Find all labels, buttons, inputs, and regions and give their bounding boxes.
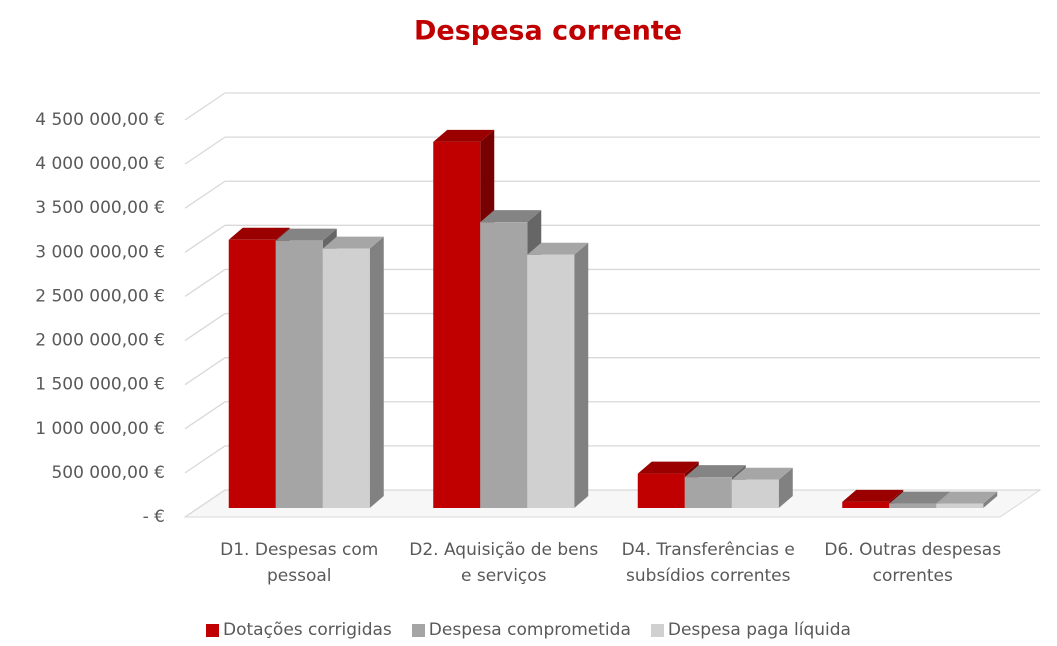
- bar-side: [574, 242, 589, 508]
- bar-front: [275, 240, 323, 509]
- legend-item: Dotações corrigidas: [206, 620, 392, 640]
- y-tick-label: - €: [143, 507, 165, 527]
- bar-front: [731, 479, 779, 508]
- bar-front: [480, 222, 528, 508]
- bar-front: [889, 503, 937, 508]
- legend-label: Despesa comprometida: [428, 620, 631, 640]
- bar-top: [731, 467, 793, 480]
- bar: [731, 467, 793, 508]
- x-tick-label: D2. Aquisição de bens e serviços: [409, 540, 599, 586]
- chart-title: Despesa corrente: [414, 16, 682, 47]
- bar-front: [433, 141, 481, 508]
- bar-front: [936, 503, 984, 508]
- bar-top: [684, 465, 746, 478]
- bar-front: [842, 501, 890, 508]
- grid-line: [184, 312, 1040, 342]
- y-tick-label: 3 500 000,00 €: [35, 198, 165, 218]
- grid-line: [184, 268, 1040, 297]
- legend-item: Despesa paga líquida: [650, 620, 851, 640]
- bar-front: [527, 254, 575, 508]
- bar-top: [275, 228, 337, 241]
- grid-line: [184, 357, 1040, 386]
- bar-front: [684, 477, 732, 508]
- grid-line: [184, 136, 1040, 165]
- y-tick-label: 1 500 000,00 €: [35, 375, 165, 395]
- bar-front: [637, 473, 685, 508]
- legend: Dotações corrigidas Despesa comprometida D…: [0, 620, 1057, 640]
- x-tick-label: D4. Transferências e subsídios correntes: [621, 540, 795, 586]
- bar-top: [322, 236, 384, 249]
- bar: [936, 491, 998, 508]
- y-tick-label: 1 000 000,00 €: [35, 419, 165, 439]
- legend-swatch: [650, 623, 664, 637]
- legend-item: Despesa comprometida: [411, 620, 631, 640]
- legend-label: Despesa paga líquida: [667, 620, 851, 640]
- grid-line: [184, 401, 1040, 430]
- y-tick-label: 500 000,00 €: [51, 463, 165, 483]
- grid-line: [184, 445, 1040, 474]
- legend-label: Dotações corrigidas: [223, 620, 392, 640]
- x-tick-label: D1. Despesas com pessoal: [220, 540, 379, 586]
- bar: [322, 236, 384, 509]
- y-tick-label: 2 500 000,00 €: [35, 286, 165, 306]
- grid-line: [184, 224, 1040, 253]
- bar-top: [889, 491, 951, 504]
- bar-side: [983, 491, 998, 508]
- legend-swatch: [411, 623, 425, 637]
- grid-line: [184, 180, 1040, 209]
- bar-front: [228, 239, 276, 508]
- bar-top: [228, 227, 290, 240]
- y-tick-label: 2 000 000,00 €: [35, 331, 165, 351]
- bar-top: [637, 461, 699, 474]
- bar-top: [842, 489, 904, 502]
- bar-top: [433, 129, 495, 142]
- bar-top: [936, 491, 998, 504]
- bar-top: [527, 242, 589, 255]
- x-tick-label: D6. Outras despesas correntes: [824, 540, 1002, 586]
- bar-top: [480, 210, 542, 223]
- y-tick-label: 3 000 000,00 €: [35, 242, 165, 262]
- bar-front: [322, 248, 370, 509]
- bar-side: [369, 236, 384, 509]
- bar-side: [778, 467, 793, 508]
- legend-swatch: [206, 623, 220, 637]
- bar: [527, 242, 589, 508]
- y-tick-label: 4 000 000,00 €: [35, 154, 165, 174]
- grid-line: [184, 92, 1040, 121]
- y-tick-label: 4 500 000,00 €: [35, 110, 165, 130]
